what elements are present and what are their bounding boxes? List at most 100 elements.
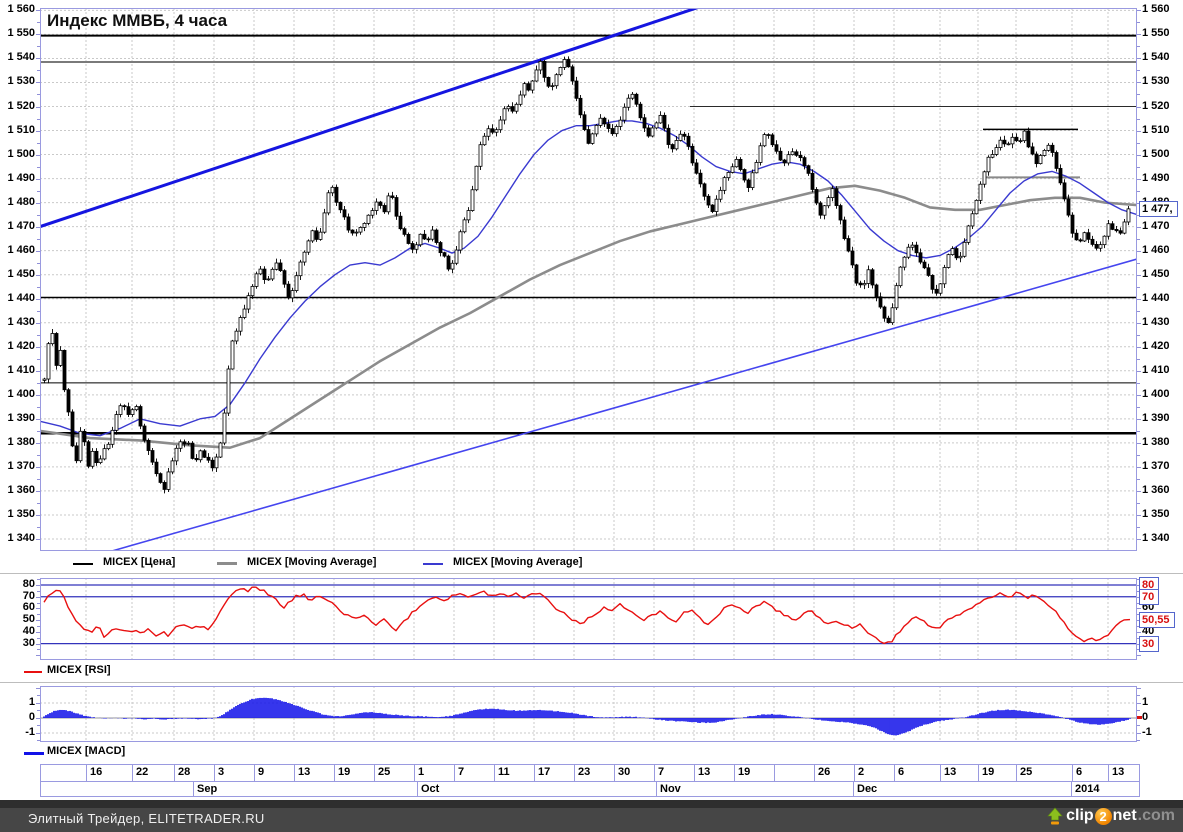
y-axis-label-right: 1 420 [1142, 339, 1170, 352]
axis-tick-mark [1137, 58, 1141, 60]
axis-tick-mark [36, 34, 40, 36]
y-axis-label-right: 1 560 [1142, 3, 1170, 16]
y-axis-label-right: 1 550 [1142, 27, 1170, 40]
axis-tick-mark [36, 370, 40, 372]
x-axis-date-divider [534, 765, 535, 781]
y-axis-label-right: 1 510 [1142, 123, 1170, 136]
ma-blue-marker [423, 563, 443, 565]
x-axis-date-label: 11 [498, 766, 510, 778]
axis-tick-mark [1137, 274, 1141, 276]
legend-label-ma-blue: MICEX [Moving Average] [453, 556, 583, 568]
x-axis-border [40, 764, 1140, 765]
y-axis-label-left: 1 350 [7, 507, 35, 520]
axis-tick-mark [37, 142, 40, 144]
axis-tick-mark [1137, 740, 1140, 742]
y-axis-label-right: 1 410 [1142, 363, 1170, 376]
axis-tick-mark [37, 526, 40, 528]
axis-tick-mark [36, 130, 40, 132]
y-axis-label-right: 1 390 [1142, 411, 1170, 424]
axis-tick-mark [1137, 70, 1140, 72]
macd-axis-label-left: 1 [28, 695, 35, 708]
axis-tick-mark [1137, 655, 1141, 657]
y-axis-label-right: 1 370 [1142, 459, 1170, 472]
section-divider [0, 682, 1183, 683]
axis-tick-mark [37, 310, 40, 312]
axis-tick-mark [1137, 725, 1140, 727]
x-axis-date-label: 28 [178, 766, 191, 778]
axis-tick-mark [36, 702, 40, 704]
y-axis-label-left: 1 340 [7, 531, 35, 544]
axis-tick-mark [37, 602, 40, 604]
axis-tick-mark [1137, 710, 1140, 712]
section-divider [0, 573, 1183, 574]
last-price-box: 1 477, [1139, 201, 1178, 217]
axis-tick-mark [1137, 418, 1141, 420]
x-axis-date-label: 7 [458, 766, 465, 778]
axis-tick-mark [1137, 590, 1140, 592]
axis-tick-mark [1137, 478, 1140, 480]
footer-credit: Элитный Трейдер, ELITETRADER.RU [28, 811, 265, 826]
axis-tick-mark [36, 585, 40, 587]
y-axis-label-left: 1 460 [7, 243, 35, 256]
x-axis-date-label: 1 [418, 766, 425, 778]
y-axis-label-left: 1 400 [7, 387, 35, 400]
axis-tick-mark [1137, 358, 1140, 360]
x-axis-date-divider [894, 765, 895, 781]
x-axis-date-divider [814, 765, 815, 781]
x-axis-date-label: 19 [338, 766, 351, 778]
axis-tick-mark [37, 46, 40, 48]
y-axis-label-right: 1 500 [1142, 147, 1170, 160]
axis-tick-mark [36, 631, 40, 633]
x-axis: 16 22 28 3 9 13 19 25 1 7 11 17 23 30 7 13 19 26 2 6 13 19 25 6… [40, 764, 1140, 797]
axis-tick-mark [37, 214, 40, 216]
legend-label-macd: MICEX [MACD] [47, 745, 126, 757]
chart-title: Индекс ММВБ, 4 часа [47, 11, 228, 30]
x-axis-date-divider [214, 765, 215, 781]
axis-tick-mark [37, 118, 40, 120]
x-axis-date-divider [334, 765, 335, 781]
axis-tick-mark [1137, 334, 1140, 336]
x-axis-date-divider [1072, 765, 1073, 781]
y-axis-label-right: 1 520 [1142, 99, 1170, 112]
axis-tick-mark [37, 614, 40, 616]
x-axis-date-divider [854, 765, 855, 781]
macd-axis-label-left: -1 [25, 725, 35, 738]
clip2net-logo[interactable]: clip 2 net .com [1045, 805, 1175, 827]
logo-text-clip: clip [1066, 807, 1094, 824]
x-axis-date-divider [414, 765, 415, 781]
axis-tick-mark [1137, 142, 1140, 144]
y-axis-label-left: 1 370 [7, 459, 35, 472]
x-axis-month-label: Dec [857, 783, 878, 795]
rsi-axis-label-left: 40 [22, 624, 35, 637]
rsi-level-value-box: 70 [1139, 588, 1160, 605]
y-axis-label-right: 1 430 [1142, 315, 1170, 328]
rsi-level-value-box: 30 [1139, 635, 1160, 652]
axis-tick-mark [36, 154, 40, 156]
x-axis-date-label: 22 [136, 766, 149, 778]
axis-tick-mark [1137, 310, 1140, 312]
y-axis-label-left: 1 360 [7, 483, 35, 496]
y-axis-label-left: 1 410 [7, 363, 35, 376]
axis-tick-mark [1137, 687, 1141, 689]
logo-text-two: 2 [1094, 807, 1112, 825]
x-axis-date-label: 2 [858, 766, 865, 778]
axis-tick-mark [36, 538, 40, 540]
axis-tick-mark [1137, 466, 1141, 468]
axis-tick-mark [37, 262, 40, 264]
axis-tick-mark [1137, 106, 1141, 108]
y-axis-label-right: 1 380 [1142, 435, 1170, 448]
y-axis-label-left: 1 480 [7, 195, 35, 208]
x-axis-date-divider [254, 765, 255, 781]
axis-tick-mark [1137, 22, 1140, 24]
axis-tick-mark [36, 10, 40, 12]
footer-bar: Элитный Трейдер, ELITETRADER.RU clip 2 n… [0, 800, 1183, 832]
axis-tick-mark [1137, 649, 1140, 651]
y-axis-label-left: 1 430 [7, 315, 35, 328]
axis-tick-mark [1137, 238, 1140, 240]
macd-axis-label-left: 0 [28, 710, 35, 723]
y-axis-label-right: 1 490 [1142, 171, 1170, 184]
axis-tick-mark [37, 22, 40, 24]
axis-tick-mark [1137, 454, 1140, 456]
rsi-axis-label-left: 60 [22, 601, 35, 614]
